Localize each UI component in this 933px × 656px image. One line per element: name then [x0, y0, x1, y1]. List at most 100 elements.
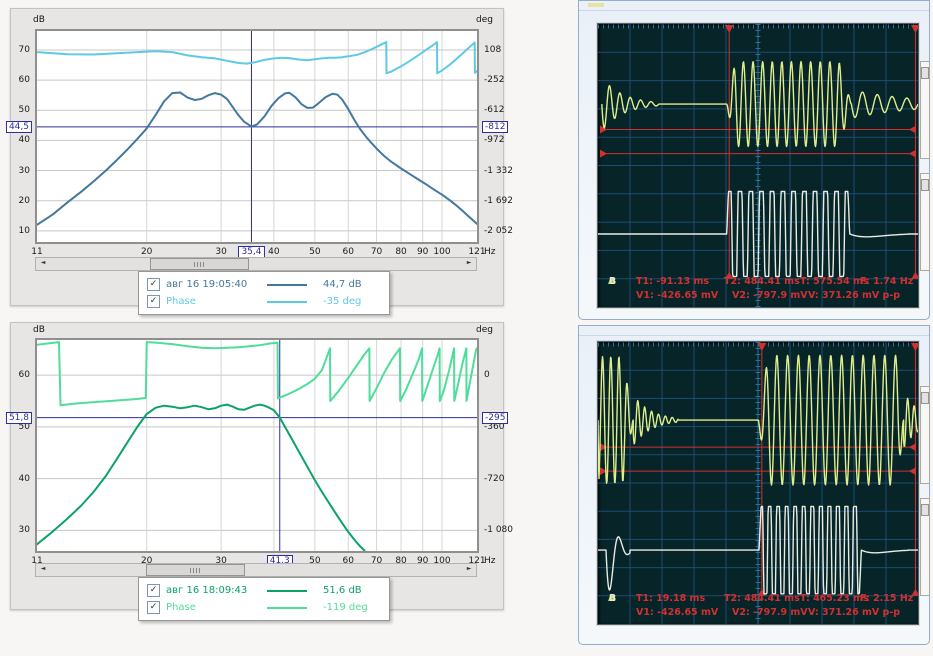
- window-top-strip: [579, 1, 929, 11]
- frequency-response-panel-top: dB deg 70 60 50 40 30 20 10 44,5 108 -252 -612 -972…: [5, 8, 513, 315]
- cursor-slider-thumb[interactable]: [921, 179, 929, 191]
- scrollbar-right-arrow-icon[interactable]: ►: [466, 259, 472, 266]
- readout-t1: T1: 19.18 ms: [636, 593, 706, 604]
- series-cursor-value: -35 deg: [323, 296, 362, 307]
- readout-t1: T1: -91.13 ms: [636, 276, 710, 287]
- right-axis-tick-label: -2 052: [484, 225, 514, 236]
- readout-t2: T2: 484.41 ms: [724, 593, 800, 604]
- right-cursor-value-box[interactable]: -812: [482, 120, 509, 133]
- cursor-slider-lower[interactable]: [920, 173, 930, 271]
- left-axis-unit-label: dB: [33, 325, 45, 335]
- scope-waveform-canvas: [597, 342, 920, 624]
- y-cursor-value-box[interactable]: 44,5: [5, 120, 32, 133]
- series-name-label: авг 16 19:05:40: [166, 279, 248, 290]
- cursor-slider-thumb[interactable]: [921, 392, 929, 404]
- right-axis-tick-label: -252: [484, 75, 505, 86]
- y-cursor-value-box[interactable]: 51,8: [5, 411, 32, 424]
- series-cursor-value: 44,7 dB: [323, 279, 362, 290]
- readout-v: V: 371.26 mV p-p: [808, 607, 901, 618]
- readout-t: T: 465.23 ms: [800, 593, 869, 604]
- y-axis-tick-label: 60: [18, 75, 30, 86]
- cursor-slider-thumb[interactable]: [921, 504, 929, 516]
- right-axis-tick-label: -1 080: [484, 525, 514, 536]
- readout-v2: V2: -797.9 mV: [732, 607, 808, 618]
- readout-v1: V1: -426.65 mV: [636, 607, 719, 618]
- right-cursor-value-box[interactable]: -295: [482, 411, 509, 424]
- legend-box: ✓ авг 16 19:05:40 44,7 dB ✓ Phase -35 de…: [138, 271, 390, 315]
- y-axis-tick-label: 30: [18, 525, 30, 536]
- scrollbar-thumb[interactable]: [146, 564, 245, 576]
- cursor-slider-thumb[interactable]: [921, 67, 929, 79]
- readout-v1: V1: -426.65 mV: [636, 290, 719, 301]
- legend-box: ✓ авг 16 18:09:43 51,6 dB ✓ Phase -119 d…: [138, 577, 390, 621]
- series-line-swatch: [267, 606, 307, 609]
- readout-f: F: 2.15 Hz: [860, 593, 914, 604]
- series-line-swatch: [267, 300, 307, 303]
- x-axis-scrollbar[interactable]: ◄ ►: [35, 563, 477, 577]
- chart-plot-area[interactable]: [35, 29, 479, 244]
- legend-row-magnitude: ✓ авг 16 18:09:43 51,6 dB: [147, 582, 381, 599]
- series-checkbox-checked-icon[interactable]: ✓: [147, 601, 160, 614]
- readout-t2: T2: 484.41 ms: [724, 276, 800, 287]
- y-axis-tick-label: 70: [18, 44, 30, 55]
- y-axis-tick-label: 60: [18, 370, 30, 381]
- y-axis-tick-label: 10: [18, 225, 30, 236]
- scope-readout-voltage-row: V1: -426.65 mV V2: -797.9 mV V: 371.26 m…: [598, 607, 918, 619]
- cursor-slider-upper[interactable]: [920, 61, 930, 159]
- scrollbar-right-arrow-icon[interactable]: ►: [466, 565, 472, 572]
- x-axis-unit-label: Hz: [484, 556, 496, 566]
- legend-row-phase: ✓ Phase -119 deg: [147, 599, 381, 616]
- y-axis-tick-label: 40: [18, 473, 30, 484]
- scope-waveform-canvas: [597, 24, 920, 307]
- series-checkbox-checked-icon[interactable]: ✓: [147, 584, 160, 597]
- series-checkbox-checked-icon[interactable]: ✓: [147, 295, 160, 308]
- series-cursor-value: 51,6 dB: [323, 585, 362, 596]
- right-axis-unit-label: deg: [476, 15, 493, 25]
- scope-readout-voltage-row: V1: -426.65 mV V2: -797.9 mV V: 371.26 m…: [598, 290, 918, 302]
- series-checkbox-checked-icon[interactable]: ✓: [147, 278, 160, 291]
- readout-v2: V2: -797.9 mV: [732, 290, 808, 301]
- right-axis-tick-label: -720: [484, 473, 505, 484]
- scrollbar-grip-icon: [194, 262, 206, 267]
- chart-plot-area[interactable]: [35, 338, 479, 553]
- legend-row-magnitude: ✓ авг 16 19:05:40 44,7 dB: [147, 276, 381, 293]
- right-axis-unit-label: deg: [476, 325, 493, 335]
- window-top-strip: [579, 326, 929, 336]
- window-tab-marker: [588, 3, 604, 7]
- right-axis-tick-label: -1 692: [484, 195, 514, 206]
- series-name-label: Phase: [166, 602, 196, 613]
- series-line-swatch: [267, 283, 307, 286]
- right-axis-tick-label: -612: [484, 105, 505, 116]
- y-axis-tick-label: 30: [18, 165, 30, 176]
- readout-t: T: 575.54 ms: [800, 276, 869, 287]
- y-axis-tick-label: 20: [18, 195, 30, 206]
- legend-row-phase: ✓ Phase -35 deg: [147, 293, 381, 310]
- readout-f: F: 1.74 Hz: [860, 276, 914, 287]
- right-axis-tick-label: -972: [484, 135, 505, 146]
- scrollbar-grip-icon: [189, 568, 201, 573]
- cursor-slider-upper[interactable]: [920, 386, 930, 484]
- right-axis-tick-label: 108: [484, 44, 502, 55]
- scrollbar-left-arrow-icon[interactable]: ◄: [40, 565, 46, 572]
- series-name-label: Phase: [166, 296, 196, 307]
- right-axis-tick-label: -360: [484, 421, 505, 432]
- series-cursor-value: -119 deg: [323, 602, 368, 613]
- scrollbar-left-arrow-icon[interactable]: ◄: [40, 259, 46, 266]
- y-axis-tick-label: 50: [18, 421, 30, 432]
- y-axis-tick-label: 40: [18, 135, 30, 146]
- x-axis-scrollbar[interactable]: ◄ ►: [35, 257, 477, 271]
- right-axis-tick-label: 0: [484, 370, 490, 381]
- left-axis-unit-label: dB: [33, 15, 45, 25]
- scrollbar-thumb[interactable]: [150, 258, 250, 270]
- cursor-slider-lower[interactable]: [920, 498, 930, 596]
- frequency-response-panel-bottom: dB deg 60 50 40 30 51,8 0 -360 -720 -1 080 -295 11…: [5, 322, 513, 621]
- series-line-swatch: [267, 589, 307, 592]
- series-name-label: авг 16 18:09:43: [166, 585, 248, 596]
- right-axis-tick-label: -1 332: [484, 165, 514, 176]
